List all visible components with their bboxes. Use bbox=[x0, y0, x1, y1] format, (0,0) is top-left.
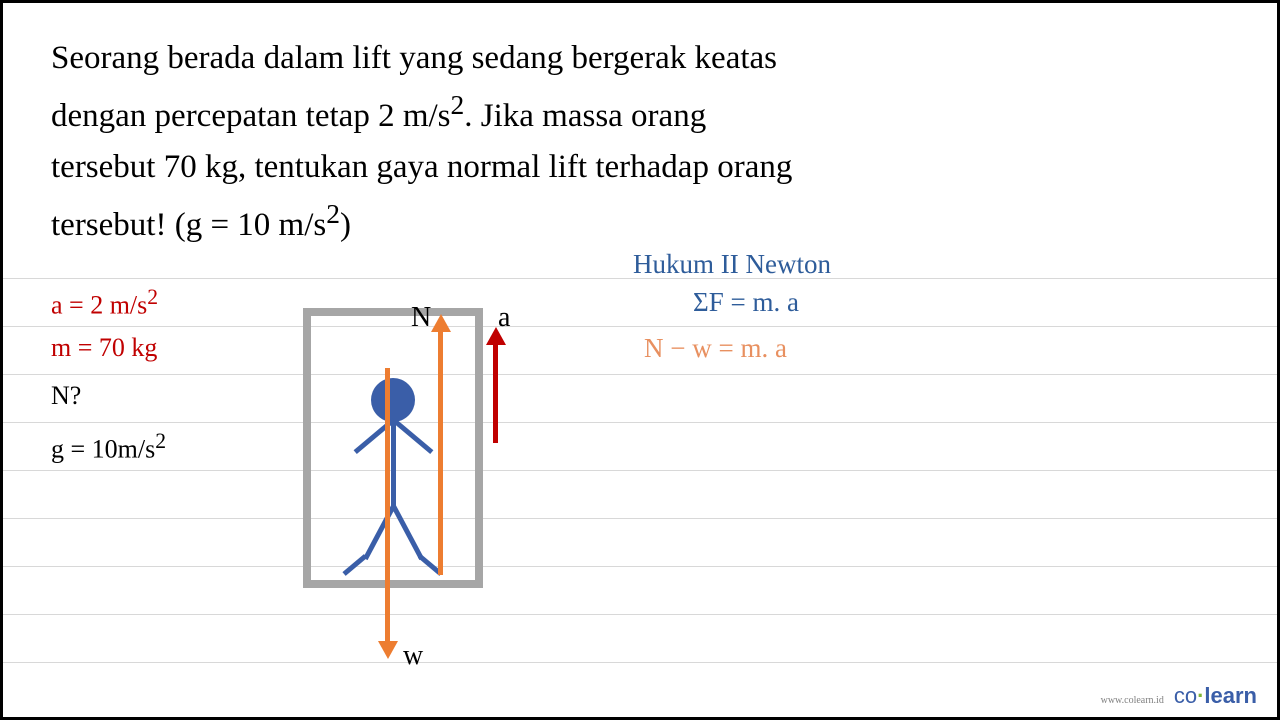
rule-line bbox=[3, 518, 1277, 519]
exp-2b: 2 bbox=[326, 198, 340, 229]
given-mass: m = 70 kg bbox=[51, 333, 157, 363]
problem-line-1: Seorang berada dalam lift yang sedang be… bbox=[51, 40, 777, 76]
arrow-head-icon bbox=[431, 314, 451, 332]
given-a-sup: 2 bbox=[147, 285, 158, 309]
problem-line-4-prefix: tersebut! (g = 10 m/s bbox=[51, 207, 326, 243]
label-w: w bbox=[403, 640, 423, 672]
solution-eq2: N − w = m. a bbox=[644, 333, 787, 364]
label-a: a bbox=[498, 302, 510, 334]
problem-line-2-prefix: dengan percepatan tetap 2 m/s bbox=[51, 98, 451, 134]
given-gravity: g = 10m/s2 bbox=[51, 429, 166, 465]
figure-arm bbox=[391, 418, 433, 454]
figure-head bbox=[371, 378, 415, 422]
rule-line bbox=[3, 662, 1277, 663]
rule-line bbox=[3, 326, 1277, 327]
rule-line bbox=[3, 566, 1277, 567]
arrow-shaft bbox=[493, 343, 498, 443]
rule-line bbox=[3, 374, 1277, 375]
normal-force-arrow bbox=[438, 330, 443, 575]
page-content: Seorang berada dalam lift yang sedang be… bbox=[3, 3, 1277, 717]
arrow-shaft bbox=[438, 330, 443, 575]
problem-line-3: tersebut 70 kg, tentukan gaya normal lif… bbox=[51, 149, 792, 185]
figure-foot bbox=[342, 554, 367, 576]
arrow-shaft bbox=[385, 368, 390, 643]
arrow-head-icon bbox=[378, 641, 398, 659]
problem-statement: Seorang berada dalam lift yang sedang be… bbox=[51, 33, 1229, 252]
given-g-sup: 2 bbox=[155, 429, 166, 453]
acceleration-arrow bbox=[493, 343, 498, 443]
solution-eq1: ΣF = m. a bbox=[693, 287, 799, 318]
elevator-box bbox=[303, 308, 483, 588]
solution-title: Hukum II Newton bbox=[633, 249, 831, 280]
rule-line bbox=[3, 470, 1277, 471]
given-find-n: N? bbox=[51, 381, 81, 411]
problem-line-4-suffix: ) bbox=[340, 207, 351, 243]
rule-line bbox=[3, 422, 1277, 423]
elevator-diagram: N a w bbox=[303, 308, 483, 588]
figure-leg bbox=[363, 505, 396, 560]
rule-line bbox=[3, 614, 1277, 615]
logo-co: co bbox=[1174, 683, 1197, 708]
given-a-text: a = 2 m/s bbox=[51, 291, 147, 320]
footer-logo: co·learn bbox=[1174, 683, 1257, 709]
problem-line-2-suffix: . Jika massa orang bbox=[464, 98, 706, 134]
figure-leg bbox=[391, 505, 424, 560]
logo-learn: learn bbox=[1204, 683, 1257, 708]
exp-2a: 2 bbox=[451, 89, 465, 120]
footer-url: www.colearn.id bbox=[1101, 695, 1164, 706]
footer: www.colearn.id co·learn bbox=[1101, 683, 1257, 709]
given-g-text: g = 10m/s bbox=[51, 435, 155, 464]
weight-arrow bbox=[385, 368, 390, 643]
figure-body bbox=[391, 418, 396, 508]
label-n: N bbox=[411, 302, 431, 334]
given-acceleration: a = 2 m/s2 bbox=[51, 285, 158, 321]
